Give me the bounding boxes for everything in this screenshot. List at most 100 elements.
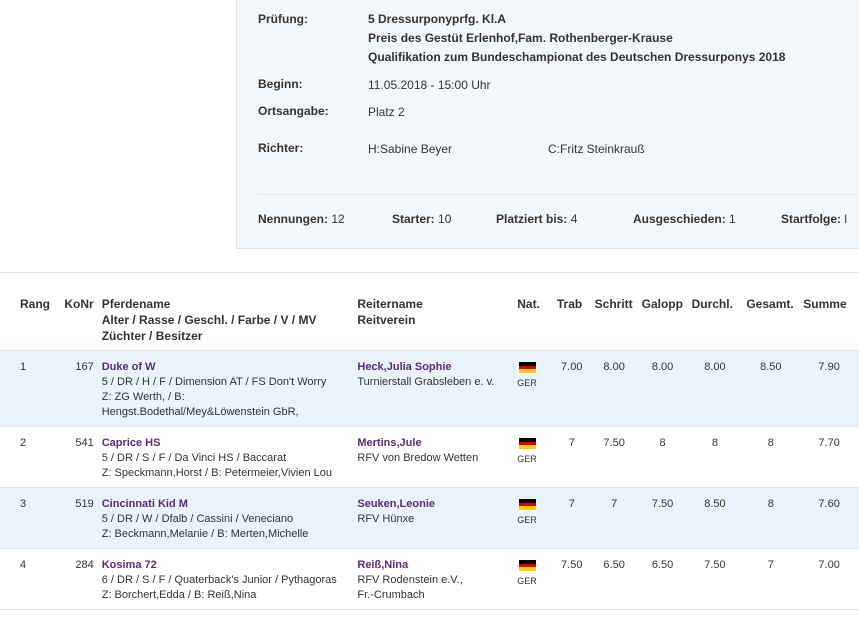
konr-cell: 519 (54, 487, 98, 549)
rider-club-2: Fr.-Crumbach (357, 589, 425, 601)
nennungen-stat: Nennungen: 12 (258, 212, 345, 226)
nat-code: GER (517, 515, 537, 525)
rang-cell: 4 (0, 548, 54, 610)
col-summe: Summe (799, 290, 859, 351)
horse-name-link[interactable]: Kosima 72 (101, 559, 157, 571)
col-pferd-3: Züchter / Besitzer (101, 329, 203, 343)
col-konr: KoNr (54, 290, 98, 351)
starter-stat: Starter: 10 (392, 212, 451, 226)
nat-code: GER (517, 576, 537, 586)
germany-flag-icon (519, 362, 537, 373)
table-row: 2 541 Caprice HS 5 / DR / S / F / Da Vin… (0, 426, 859, 488)
horse-breeder: Z: Speckmann,Horst / B: Petermeier,Vivie… (101, 467, 333, 479)
table-row: 1 167 Duke of W 5 / DR / H / F / Dimensi… (0, 350, 859, 427)
rang-cell: 2 (0, 426, 54, 488)
platziert-label: Platziert bis: (496, 212, 568, 226)
col-pferd-1: Pferdename (101, 297, 171, 311)
col-reiter: Reitername Reitverein (353, 290, 514, 351)
col-nat: Nat. (513, 290, 553, 351)
horse-breeder: Z: Beckmann,Melanie / B: Merten,Michelle (101, 528, 309, 540)
rider-cell: Reiß,Nina RFV Rodenstein e.V., Fr.-Crumb… (353, 548, 514, 610)
horse-cell: Cincinnati Kid M 5 / DR / W / Dfalb / Ca… (97, 487, 354, 549)
rider-club: Turnierstall Grabsleben e. v. (357, 376, 495, 388)
col-pferd: Pferdename Alter / Rasse / Geschl. / Far… (97, 290, 354, 351)
horse-cell: Caprice HS 5 / DR / S / F / Da Vinci HS … (97, 426, 354, 488)
konr-cell: 284 (54, 548, 98, 610)
beginn-value: 11.05.2018 - 15:00 Uhr (368, 78, 491, 92)
germany-flag-icon (519, 438, 537, 449)
summe-score: 7.90 (799, 350, 859, 427)
table-row: 4 284 Kosima 72 6 / DR / S / F / Quaterb… (0, 548, 859, 610)
ausgeschieden-value: 1 (729, 212, 736, 226)
results-table: Rang KoNr Pferdename Alter / Rasse / Ges… (0, 290, 859, 610)
ortsangabe-value: Platz 2 (368, 105, 405, 119)
trab-score: 7 (552, 426, 591, 488)
beginn-label: Beginn: (258, 77, 303, 91)
gesamt-score: 8.50 (742, 350, 800, 427)
col-rang: Rang (0, 290, 54, 351)
gesamt-score: 7 (742, 548, 800, 610)
table-row: 3 519 Cincinnati Kid M 5 / DR / W / Dfal… (0, 487, 859, 549)
platziert-stat: Platziert bis: 4 (496, 212, 577, 226)
rider-name-link[interactable]: Heck,Julia Sophie (357, 361, 452, 373)
trab-score: 7 (552, 487, 591, 549)
trab-score: 7.00 (552, 350, 591, 427)
rider-club: RFV Hünxe (357, 513, 415, 525)
nennungen-label: Nennungen: (258, 212, 328, 226)
summe-score: 7.60 (799, 487, 859, 549)
horse-name-link[interactable]: Duke of W (101, 361, 156, 373)
nat-cell: GER (513, 487, 553, 549)
horse-name-link[interactable]: Caprice HS (101, 437, 161, 449)
competition-info-panel: Prüfung: 5 Dressurponyprfg. Kl.A Preis d… (236, 0, 859, 249)
pruefung-line-2: Preis des Gestüt Erlenhof,Fam. Rothenber… (368, 31, 673, 45)
trab-score: 7.50 (552, 548, 591, 610)
horse-name-link[interactable]: Cincinnati Kid M (101, 498, 188, 510)
ausgeschieden-label: Ausgeschieden: (633, 212, 726, 226)
pruefung-line-3: Qualifikation zum Bundeschampionat des D… (368, 50, 786, 64)
nat-code: GER (517, 454, 537, 464)
nennungen-value: 12 (331, 212, 345, 226)
rider-name-link[interactable]: Reiß,Nina (357, 559, 409, 571)
horse-details: 6 / DR / S / F / Quaterback's Junior / P… (101, 574, 337, 586)
durchl-score: 7.50 (687, 548, 743, 610)
richter-h: H:Sabine Beyer (368, 142, 453, 156)
rider-cell: Heck,Julia Sophie Turnierstall Grabslebe… (353, 350, 514, 427)
rider-cell: Seuken,Leonie RFV Hünxe (353, 487, 514, 549)
horse-details: 5 / DR / H / F / Dimension AT / FS Don't… (101, 376, 327, 388)
galopp-score: 8.00 (637, 350, 688, 427)
horse-breeder-2: Hengst.Bodethal/Mey&Löwenstein GbR, (101, 406, 299, 418)
rider-club: RFV von Bredow Wetten (357, 452, 479, 464)
galopp-score: 8 (637, 426, 688, 488)
gesamt-score: 8 (742, 487, 800, 549)
nat-cell: GER (513, 350, 553, 427)
rang-cell: 3 (0, 487, 54, 549)
schritt-score: 7 (590, 487, 638, 549)
table-header: Rang KoNr Pferdename Alter / Rasse / Ges… (0, 290, 859, 351)
col-reiter-2: Reitverein (357, 313, 416, 327)
info-divider (258, 194, 859, 195)
startfolge-value: l (844, 212, 848, 226)
rider-club: RFV Rodenstein e.V., (357, 574, 463, 586)
summe-score: 7.00 (799, 548, 859, 610)
horse-breeder: Z: ZG Werth, / B: (101, 391, 185, 403)
schritt-score: 7.50 (590, 426, 638, 488)
nat-code: GER (517, 378, 537, 388)
rider-name-link[interactable]: Seuken,Leonie (357, 498, 436, 510)
horse-details: 5 / DR / W / Dfalb / Cassini / Veneciano (101, 513, 294, 525)
schritt-score: 8.00 (590, 350, 638, 427)
rider-name-link[interactable]: Mertins,Jule (357, 437, 422, 449)
horse-details: 5 / DR / S / F / Da Vinci HS / Baccarat (101, 452, 287, 464)
pruefung-label: Prüfung: (258, 12, 308, 26)
konr-cell: 167 (54, 350, 98, 427)
nat-cell: GER (513, 426, 553, 488)
durchl-score: 8.00 (687, 350, 743, 427)
rang-cell: 1 (0, 350, 54, 427)
startfolge-stat: Startfolge: l (781, 212, 847, 226)
col-pferd-2: Alter / Rasse / Geschl. / Farbe / V / MV (101, 313, 317, 327)
galopp-score: 7.50 (637, 487, 688, 549)
richter-c: C:Fritz Steinkrauß (548, 142, 645, 156)
starter-label: Starter: (392, 212, 435, 226)
ortsangabe-label: Ortsangabe: (258, 104, 329, 118)
col-trab: Trab (552, 290, 591, 351)
platziert-value: 4 (570, 212, 578, 226)
